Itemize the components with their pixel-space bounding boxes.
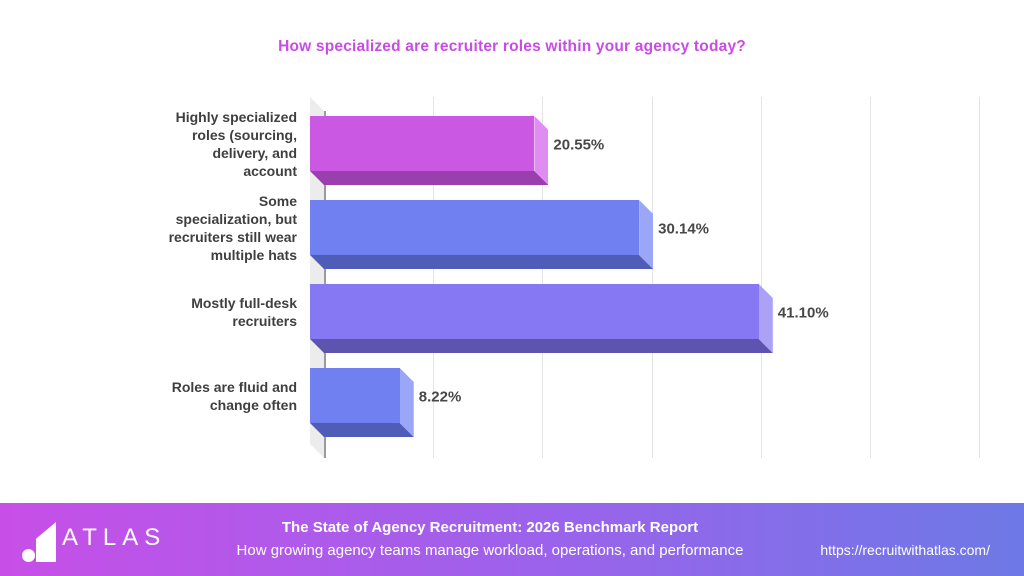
gridline [760,97,762,458]
bar [310,368,400,423]
atlas-logo-bar-icon [36,522,56,562]
footer-url: https://recruitwithatlas.com/ [820,542,990,558]
category-label: Highly specialized roles (sourcing, deli… [175,108,297,179]
bar-end-face [639,200,653,269]
bar-chart: 20.55% Highly specialized roles (sourcing… [168,97,981,458]
category-label: Roles are fluid and change often [171,378,297,413]
footer-text-block: The State of Agency Recruitment: 2026 Be… [130,503,850,559]
gridline [979,97,981,458]
bar [310,284,759,339]
gridline [651,97,653,458]
bar-value-label: 8.22% [418,388,462,405]
chart-title: How specialized are recruiter roles with… [278,38,746,55]
axis-wall [310,97,324,458]
bar-end-face [534,116,548,185]
bar-end-face [400,368,414,437]
bar-value-label: 41.10% [777,304,829,321]
bar-end-face [759,284,773,353]
bar [310,116,535,171]
gridline [433,97,435,458]
footer-banner: ATLAS The State of Agency Recruitment: 2… [0,503,1024,576]
category-label: Some specialization, but recruiters stil… [168,192,297,263]
bar-bottom-face [310,255,653,269]
bar-value-label: 20.55% [553,136,605,153]
bar-bottom-face [310,423,414,437]
atlas-logo-wordmark: ATLAS [62,524,167,551]
atlas-logo: ATLAS [20,503,170,576]
bar-value-label: 30.14% [658,220,709,237]
atlas-logo-dot-icon [22,549,35,562]
bar-bottom-face [310,339,773,353]
category-label: Mostly full-desk recruiters [191,294,297,329]
bar-bottom-face [310,171,548,185]
gridline [870,97,871,458]
report-subtitle: How growing agency teams manage workload… [236,542,744,559]
report-title: The State of Agency Recruitment: 2026 Be… [281,519,699,536]
gridline [542,97,544,458]
bar [310,200,640,255]
